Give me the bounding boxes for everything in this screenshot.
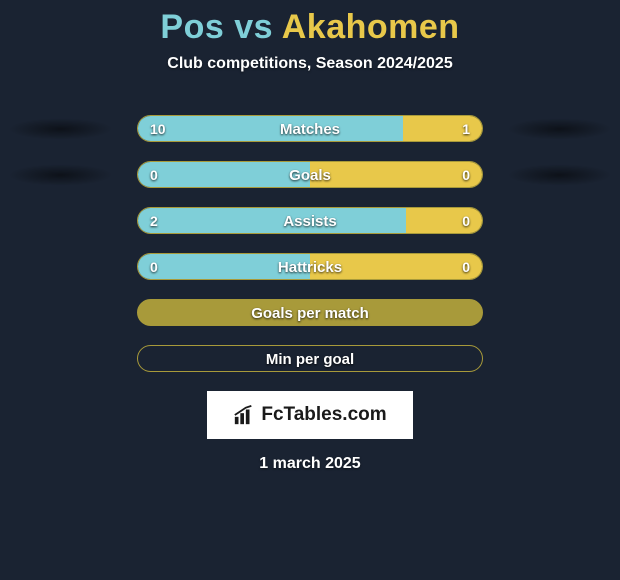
- logo-text: FcTables.com: [261, 404, 386, 426]
- stat-bar: Min per goal: [137, 345, 483, 372]
- stat-row: Assists20: [0, 207, 620, 234]
- stat-row: Min per goal: [0, 345, 620, 372]
- stat-bar: Assists20: [137, 207, 483, 234]
- stat-label: Goals per match: [138, 300, 482, 326]
- shadow-ellipse: [507, 118, 612, 140]
- bar-left-fill: [138, 162, 310, 187]
- bar-right-fill: [310, 162, 482, 187]
- stat-bar: Goals per match: [137, 299, 483, 326]
- bar-right-fill: [403, 116, 482, 141]
- stats-container: Matches101 Goals00 Assists20 Hattricks00 Goa…: [0, 115, 620, 372]
- stat-label: Min per goal: [138, 346, 482, 372]
- stat-bar: Matches101: [137, 115, 483, 142]
- stat-row: Goals per match: [0, 299, 620, 326]
- date: 1 march 2025: [0, 455, 620, 473]
- bar-left-fill: [138, 116, 403, 141]
- shadow-ellipse: [507, 164, 612, 186]
- subtitle: Club competitions, Season 2024/2025: [0, 55, 620, 73]
- bar-left-fill: [138, 208, 406, 233]
- vs-text: vs: [224, 8, 281, 46]
- bar-right-fill: [310, 254, 482, 279]
- bar-right-fill: [406, 208, 482, 233]
- player-right-name: Akahomen: [282, 8, 460, 46]
- stat-row: Matches101: [0, 115, 620, 142]
- shadow-ellipse: [8, 118, 113, 140]
- stat-bar: Hattricks00: [137, 253, 483, 280]
- logo: FcTables.com: [233, 404, 386, 426]
- stat-row: Goals00: [0, 161, 620, 188]
- chart-icon: [233, 404, 255, 426]
- stat-bar: Goals00: [137, 161, 483, 188]
- bar-left-fill: [138, 254, 310, 279]
- logo-box: FcTables.com: [207, 391, 413, 439]
- shadow-ellipse: [8, 164, 113, 186]
- stat-row: Hattricks00: [0, 253, 620, 280]
- player-left-name: Pos: [160, 8, 224, 46]
- page-title: Pos vs Akahomen: [0, 0, 620, 47]
